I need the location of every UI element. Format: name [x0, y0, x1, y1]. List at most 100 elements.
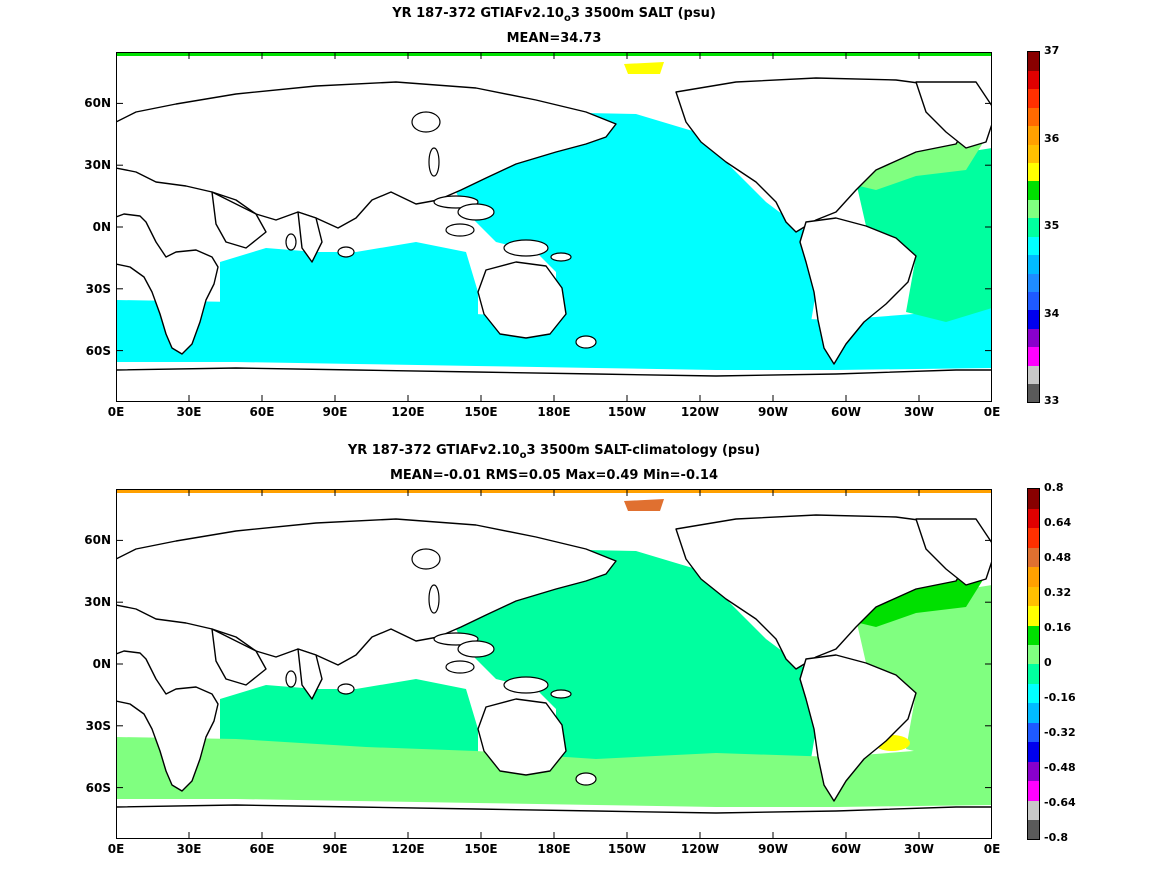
colorbar-segment: [1028, 722, 1039, 743]
colorbar-segment: [1028, 566, 1039, 587]
colorbar-segment: [1028, 236, 1039, 256]
island: [550, 689, 572, 699]
x-tick-label: 150W: [607, 842, 647, 856]
coastline: [675, 514, 977, 670]
colorbar-tick-label: 33: [1044, 394, 1060, 407]
colorbar-tick-label: 0.48: [1044, 551, 1072, 564]
colorbar-segment: [1028, 254, 1039, 274]
x-tick-label: 60E: [249, 405, 275, 419]
coastline: [116, 650, 219, 792]
x-tick-label: 120W: [680, 842, 720, 856]
colorbar-segment: [1028, 683, 1039, 704]
arctic-patch: [624, 62, 664, 74]
coastline: [297, 648, 323, 700]
x-tick-label: 180E: [537, 405, 571, 419]
colorbar-tick-label: 37: [1044, 44, 1060, 57]
colorbar-segment: [1028, 309, 1039, 329]
southern-field: [116, 737, 992, 807]
colorbar-segment: [1028, 346, 1039, 366]
y-tick-label: 30N: [84, 158, 111, 173]
coastline: [211, 191, 267, 249]
colorbar-tick-label: 35: [1044, 219, 1060, 232]
y-tick-label: 30N: [84, 595, 111, 610]
colorbar-tick-label: -0.8: [1044, 831, 1069, 844]
x-tick-label: 60W: [831, 842, 861, 856]
x-tick-label: 150E: [464, 405, 498, 419]
y-tick-label: 0N: [92, 220, 111, 234]
atlantic-field: [856, 148, 992, 322]
colorbar-segment: [1028, 780, 1039, 801]
island: [503, 676, 549, 694]
colorbar-tick-label: 34: [1044, 306, 1060, 320]
arctic-patch: [624, 499, 664, 511]
panel2-title: YR 187-372 GTIAFv2.10o3 3500m SALT-clima…: [347, 443, 761, 461]
x-tick-label: 120E: [391, 842, 425, 856]
coastline: [211, 628, 267, 686]
colorbar-segment: [1028, 800, 1039, 821]
colorbar-segment: [1028, 761, 1039, 782]
colorbar-segment: [1028, 741, 1039, 762]
panel1-title: YR 187-372 GTIAFv2.10o3 3500m SALT (psu): [392, 6, 716, 24]
colorbar-segment: [1028, 489, 1039, 509]
island: [428, 584, 440, 614]
coastline: [799, 217, 917, 365]
y-tick-label: 60S: [85, 343, 111, 358]
island: [337, 683, 355, 695]
colorbar-segment: [1028, 291, 1039, 311]
island: [575, 335, 597, 349]
colorbar-segment: [1028, 162, 1039, 182]
panel1-map: [116, 52, 992, 402]
colorbar-segment: [1028, 644, 1039, 665]
colorbar-segment: [1028, 605, 1039, 626]
x-tick-label: 150E: [464, 842, 498, 856]
colorbar-segment: [1028, 70, 1039, 90]
island: [285, 233, 297, 251]
colorbar-segment: [1028, 180, 1039, 200]
x-tick-label: 120W: [680, 405, 720, 419]
panel2-colorbar: [1027, 488, 1040, 840]
x-tick-label: 90W: [758, 405, 788, 419]
x-tick-label: 90E: [322, 842, 348, 856]
coastline: [116, 367, 992, 402]
colorbar-segment: [1028, 144, 1039, 163]
island: [428, 147, 440, 177]
x-tick-label: 30E: [176, 405, 202, 419]
y-tick-label: 0N: [92, 657, 111, 671]
colorbar-segment: [1028, 527, 1039, 548]
y-tick-label: 60S: [85, 780, 111, 795]
pacific-field: [446, 549, 816, 795]
x-tick-label: 30W: [904, 405, 934, 419]
coastline: [297, 211, 323, 263]
coastline: [915, 81, 992, 149]
colorbar-segment: [1028, 88, 1039, 108]
x-tick-label: 0E: [983, 405, 1001, 419]
colorbar-segment: [1028, 508, 1039, 529]
coastline: [915, 518, 992, 586]
x-tick-label: 0E: [983, 842, 1001, 856]
x-tick-label: 30E: [176, 842, 202, 856]
colorbar-tick-label: 0.8: [1044, 481, 1064, 494]
y-tick-label: 60N: [84, 533, 111, 548]
colorbar-segment: [1028, 273, 1039, 292]
colorbar-segment: [1028, 625, 1039, 646]
x-tick-label: 150W: [607, 405, 647, 419]
x-tick-label: 0E: [107, 405, 125, 419]
island: [337, 246, 355, 258]
colorbar-segment: [1028, 664, 1039, 684]
atlantic-field: [856, 585, 992, 759]
y-tick-label: 30S: [85, 281, 111, 296]
x-tick-label: 0E: [107, 842, 125, 856]
coastline: [116, 213, 219, 355]
panel1-subtitle: MEAN=34.73: [506, 31, 602, 46]
coastline: [799, 654, 917, 802]
colorbar-segment: [1028, 586, 1039, 607]
colorbar-segment: [1028, 328, 1039, 348]
x-tick-label: 90E: [322, 405, 348, 419]
x-tick-label: 120E: [391, 405, 425, 419]
x-tick-label: 90W: [758, 842, 788, 856]
x-tick-label: 30W: [904, 842, 934, 856]
y-tick-label: 60N: [84, 96, 111, 111]
island: [445, 223, 475, 237]
coastline: [675, 77, 977, 233]
colorbar-segment: [1028, 702, 1039, 723]
